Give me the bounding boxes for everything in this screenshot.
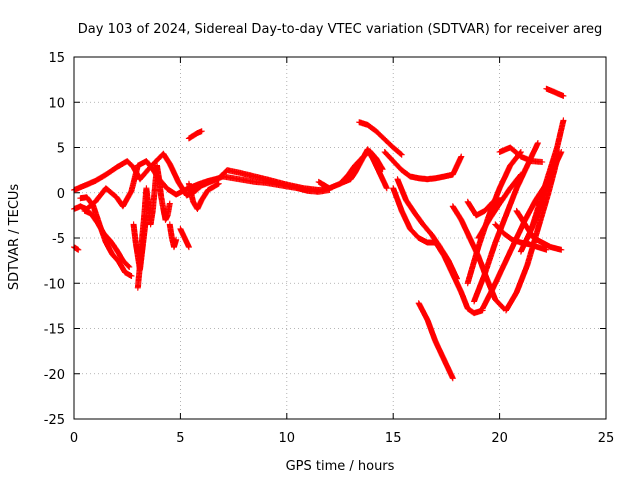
plus-markers: [475, 171, 524, 241]
plus-markers: [415, 300, 456, 382]
y-tick-label: -15: [44, 323, 65, 338]
series-s29: [528, 117, 567, 232]
series-s13: [337, 148, 386, 187]
series-s9: [177, 225, 192, 251]
y-tick-label: -5: [52, 232, 65, 247]
y-tick-label: 5: [57, 142, 65, 157]
y-tick-label: -25: [44, 413, 65, 428]
series-s25: [496, 144, 546, 165]
plus-markers: [166, 221, 180, 251]
plus-markers: [513, 207, 565, 253]
x-tick-label: 0: [70, 431, 78, 446]
y-tick-label: -10: [44, 277, 65, 292]
plus-markers: [337, 148, 386, 187]
plus-markers: [185, 180, 222, 212]
y-axis-label: SDTVAR / TECUs: [7, 184, 22, 291]
plus-markers: [543, 85, 567, 99]
series-s10: [185, 128, 205, 142]
y-tick-label: 10: [48, 96, 65, 111]
series-s11: [185, 180, 222, 212]
plus-markers: [356, 119, 405, 158]
y-tick-label: -20: [44, 368, 65, 383]
series-s15: [381, 149, 465, 183]
plus-markers: [528, 117, 567, 232]
series-s31: [543, 85, 567, 99]
series-s7: [130, 212, 150, 273]
x-tick-label: 5: [176, 431, 184, 446]
plus-markers: [394, 176, 460, 282]
x-tick-label: 10: [279, 431, 296, 446]
data-series: [71, 85, 567, 382]
x-axis-label: GPS time / hours: [286, 459, 395, 474]
x-tick-label: 25: [598, 431, 615, 446]
series-s18: [415, 300, 456, 382]
tick-labels: 0 5 10 15 20 25 -25 -20 -15 -10 -5 0 5 10 15: [44, 51, 615, 446]
plus-markers: [496, 144, 546, 165]
series-s14: [356, 119, 405, 158]
series-s17: [394, 176, 460, 282]
y-tick-label: 0: [57, 187, 65, 202]
series-s8: [166, 221, 180, 251]
plot-frame: [73, 56, 607, 420]
plus-markers: [185, 128, 205, 142]
plus-markers: [381, 149, 465, 183]
x-tick-label: 15: [385, 431, 402, 446]
plus-markers: [177, 225, 192, 251]
plus-markers: [81, 207, 133, 270]
series-s4: [81, 207, 133, 270]
y-tick-label: 15: [48, 51, 65, 66]
plus-markers: [130, 212, 150, 273]
series-s24: [475, 171, 524, 241]
chart-title: Day 103 of 2024, Sidereal Day-to-day VTE…: [78, 22, 602, 37]
x-tick-label: 20: [491, 431, 508, 446]
series-s30: [513, 207, 565, 253]
